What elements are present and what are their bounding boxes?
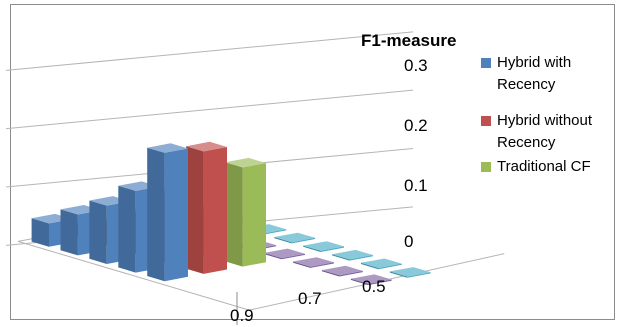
z-tick-label: 0.1 (404, 176, 428, 195)
y-tick-labels: 0.9 0.7 0.5 (230, 277, 386, 325)
legend-label: Traditional CF (497, 158, 591, 175)
z-axis-label: F1-measure (361, 31, 456, 50)
bar (389, 267, 431, 278)
legend-swatch (481, 116, 491, 126)
bar (350, 274, 392, 286)
z-tick-label: 0.3 (404, 56, 428, 75)
bar (274, 232, 316, 244)
legend-item-traditional-cf: Traditional CF (481, 156, 621, 178)
bar-layer (31, 141, 431, 286)
z-tick-label: 0 (404, 232, 413, 251)
y-tick-label: 0.9 (230, 306, 254, 325)
bar (332, 249, 373, 261)
gridline (6, 31, 414, 71)
chart-border (10, 4, 615, 320)
legend-label: Hybrid with Recency (497, 54, 572, 93)
legend-item-hybrid-without-recency: Hybrid without Recency (481, 110, 621, 154)
bar (293, 257, 334, 268)
bar (186, 141, 227, 274)
z-tick-labels: 0 0.1 0.2 0.3 (404, 56, 428, 251)
bar (303, 241, 344, 252)
legend-label: Hybrid without Recency (497, 112, 593, 151)
legend: Hybrid with Recency Hybrid without Recen… (481, 52, 621, 178)
legend-swatch (481, 58, 491, 68)
legend-swatch (481, 162, 491, 172)
y-tick-label: 0.7 (298, 289, 322, 308)
gridline (6, 89, 414, 130)
bar (225, 157, 266, 267)
y-tick-label: 0.5 (362, 277, 386, 296)
legend-item-hybrid-with-recency: Hybrid with Recency (481, 52, 621, 96)
bar (147, 143, 188, 282)
z-tick-label: 0.2 (404, 116, 428, 135)
bar (322, 265, 363, 277)
bar (264, 248, 305, 260)
bar (361, 258, 402, 270)
